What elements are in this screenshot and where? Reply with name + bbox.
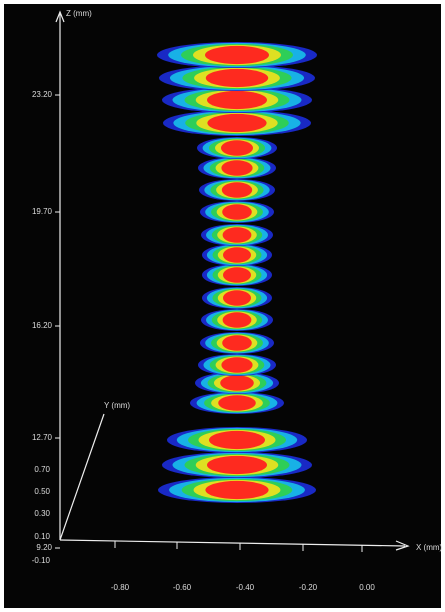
x-tick-label: 0.00 — [359, 583, 375, 592]
y-tick-label: 0.70 — [34, 465, 50, 474]
beam-ring — [223, 247, 251, 263]
beam-ring — [205, 68, 269, 88]
x-axis-label: X (mm) — [416, 543, 443, 552]
z-tick-label: 9.20 — [36, 543, 52, 552]
beam-ring — [221, 182, 253, 198]
beam-discs — [157, 42, 317, 503]
beam-ring — [209, 430, 265, 450]
beam-ring — [220, 375, 254, 391]
x-tick-label: -0.80 — [111, 583, 130, 592]
beam-ring — [207, 113, 267, 133]
y-tick-label: 0.30 — [34, 509, 50, 518]
beam-ring — [222, 227, 252, 243]
x-axis — [59, 539, 406, 547]
beam-ring — [205, 45, 269, 65]
beam-ring — [222, 335, 252, 351]
beam-ring — [222, 312, 252, 328]
axes — [55, 10, 410, 551]
z-tick-label: 23.20 — [32, 90, 53, 99]
y-tick-label: -0.10 — [32, 556, 51, 565]
beam-ring — [222, 204, 252, 220]
z-axis-label: Z (mm) — [66, 9, 92, 18]
beam-ring — [207, 455, 267, 475]
beam-ring — [223, 267, 251, 283]
x-tick-label: -0.20 — [299, 583, 318, 592]
beam-ring — [207, 90, 267, 110]
beam-ring — [221, 160, 253, 176]
x-tick-label: -0.60 — [173, 583, 192, 592]
x-arrow — [395, 540, 410, 551]
beam-ring — [223, 290, 251, 306]
beam-ring — [218, 395, 256, 411]
beam-ring — [205, 480, 269, 500]
z-tick-label: 12.70 — [32, 433, 53, 442]
z-tick-label: 19.70 — [32, 207, 53, 216]
z-tick-label: 16.20 — [32, 321, 53, 330]
y-tick-label: 0.10 — [34, 532, 50, 541]
z-arrow — [55, 10, 65, 23]
y-tick-label: 0.50 — [34, 487, 50, 496]
beam-ring — [221, 140, 253, 156]
y-axis-label: Y (mm) — [104, 401, 130, 410]
x-tick-label: -0.40 — [236, 583, 255, 592]
beam-ring — [221, 357, 253, 373]
y-axis — [59, 413, 105, 541]
